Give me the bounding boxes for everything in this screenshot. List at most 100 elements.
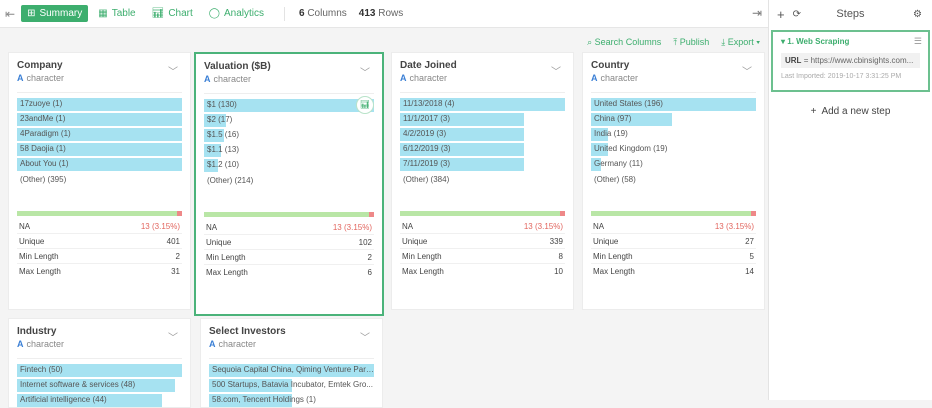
- tab-chart[interactable]: 📊︎ Chart: [146, 5, 199, 22]
- export-button[interactable]: ⤓ Export ▾: [721, 37, 760, 47]
- value-row[interactable]: Germany (11): [591, 157, 756, 172]
- stat-label: Max Length: [19, 267, 61, 276]
- value-row[interactable]: $1 (130): [204, 98, 374, 113]
- stat-label: Max Length: [402, 267, 444, 276]
- tab-label: Table: [111, 8, 136, 19]
- add-step-button[interactable]: + Add a new step: [810, 106, 891, 117]
- value-bar: [400, 143, 524, 156]
- other-values[interactable]: (Other) (395): [20, 175, 67, 184]
- step-title[interactable]: ▾ 1. Web Scraping: [781, 37, 850, 46]
- value-row[interactable]: 11/13/2018 (4): [400, 97, 565, 112]
- stat-label: NA: [593, 222, 605, 231]
- value-row[interactable]: China (97): [591, 112, 756, 127]
- publish-button[interactable]: ⤒ Publish: [673, 37, 710, 47]
- value-row[interactable]: 58 Daojia (1): [17, 142, 182, 157]
- chevron-down-icon[interactable]: ﹀: [168, 333, 178, 344]
- column-title: Country: [591, 60, 630, 71]
- step-web-scraping[interactable]: ▾ 1. Web Scraping ☰ URL = https://www.cb…: [771, 30, 930, 92]
- value-label: 23andMe (1): [20, 114, 66, 123]
- value-row[interactable]: India (19): [591, 127, 756, 142]
- tab-analytics[interactable]: ◯ Analytics: [203, 5, 270, 22]
- other-values[interactable]: (Other) (384): [403, 175, 450, 184]
- value-bar: [209, 379, 292, 392]
- value-label: 58 Daojia (1): [20, 144, 66, 153]
- value-row[interactable]: 4/2/2019 (3): [400, 127, 565, 142]
- value-bar: [204, 129, 225, 142]
- na-ratio-bar: [400, 211, 565, 216]
- stat-row: Min Length 2: [17, 249, 182, 264]
- value-row[interactable]: $1.2 (10): [204, 158, 374, 173]
- tab-label: Analytics: [223, 8, 264, 19]
- value-label: $1.5 (16): [207, 130, 240, 139]
- stat-row: NA 13 (3.15%): [204, 220, 374, 235]
- add-icon[interactable]: +: [777, 6, 785, 22]
- value-row[interactable]: 58.com, Tencent Holdings (1): [209, 393, 374, 408]
- value-row[interactable]: $2 (17): [204, 113, 374, 128]
- value-row[interactable]: 17zuoye (1): [17, 97, 182, 112]
- value-row[interactable]: 500 Startups, Batavia Incubator, Emtek G…: [209, 378, 374, 393]
- tab-label: Summary: [39, 8, 83, 19]
- tab-summary[interactable]: ⊞ Summary: [21, 5, 89, 22]
- stat-label: Min Length: [593, 252, 633, 261]
- value-row[interactable]: Fintech (50): [17, 363, 182, 378]
- refresh-icon[interactable]: ⟳: [792, 8, 801, 20]
- search-columns-button[interactable]: ⌕ Search Columns: [587, 37, 662, 47]
- grid-icon: ⊞: [27, 8, 36, 19]
- bulb-icon: ◯: [208, 8, 220, 19]
- value-bar: [204, 159, 218, 172]
- other-values[interactable]: (Other) (58): [594, 175, 636, 184]
- stat-label: NA: [19, 222, 31, 231]
- stat-row: NA 13 (3.15%): [591, 219, 756, 234]
- value-row[interactable]: 11/1/2017 (3): [400, 112, 565, 127]
- value-row[interactable]: 7/11/2019 (3): [400, 157, 565, 172]
- value-row[interactable]: $1.5 (16): [204, 128, 374, 143]
- value-row[interactable]: 23andMe (1): [17, 112, 182, 127]
- other-values[interactable]: (Other) (214): [207, 176, 254, 185]
- stats-table: NA 13 (3.15%) Unique 27 Min Length 5 Max Lengt…: [591, 219, 756, 279]
- character-type-icon: A: [17, 73, 24, 83]
- value-row[interactable]: 6/12/2019 (3): [400, 142, 565, 157]
- chevron-down-icon[interactable]: ﹀: [742, 67, 752, 78]
- value-row[interactable]: United States (196): [591, 97, 756, 112]
- panel-title: Steps: [836, 8, 865, 20]
- chevron-down-icon[interactable]: ﹀: [360, 333, 370, 344]
- table-icon: ▦: [98, 8, 108, 19]
- value-row[interactable]: Internet software & services (48): [17, 378, 182, 393]
- stat-value: 14: [745, 267, 754, 276]
- settings-icon[interactable]: ⚙︎: [913, 8, 922, 20]
- value-row[interactable]: Sequoia Capital China, Qiming Venture Pa…: [209, 363, 374, 378]
- expand-right-icon[interactable]: ⇥: [751, 6, 762, 20]
- value-row[interactable]: Artificial intelligence (44): [17, 393, 182, 408]
- chevron-down-icon[interactable]: ﹀: [168, 67, 178, 78]
- collapse-left-icon[interactable]: ⇤: [5, 6, 16, 21]
- chart-icon[interactable]: 📊︎: [356, 96, 374, 114]
- character-type-icon: A: [400, 73, 407, 83]
- character-type-icon: A: [17, 339, 24, 349]
- value-row[interactable]: United Kingdom (19): [591, 142, 756, 157]
- value-row[interactable]: 4Paradigm (1): [17, 127, 182, 142]
- chevron-down-icon[interactable]: ﹀: [360, 68, 370, 79]
- stat-row: Unique 102: [204, 235, 374, 250]
- menu-icon[interactable]: ☰: [913, 36, 922, 46]
- value-row[interactable]: $1.1 (13): [204, 143, 374, 158]
- stat-value: 5: [749, 252, 754, 261]
- value-bar: [400, 98, 565, 111]
- stat-label: Unique: [593, 237, 619, 246]
- tab-table[interactable]: ▦ Table: [92, 5, 141, 22]
- value-label: United States (196): [594, 99, 663, 108]
- chevron-down-icon[interactable]: ﹀: [551, 67, 561, 78]
- stat-row: Unique 401: [17, 234, 182, 249]
- value-row[interactable]: About You (1): [17, 157, 182, 172]
